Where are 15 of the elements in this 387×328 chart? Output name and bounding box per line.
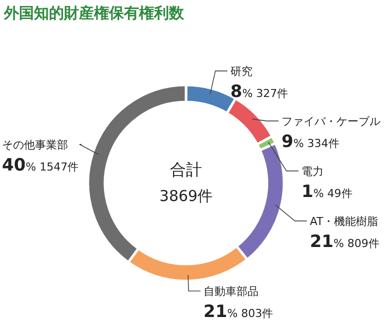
data-label: 21% 803件 [204, 302, 274, 322]
data-label: 9% 334件 [282, 132, 340, 152]
slice-label: その他事業部 [2, 138, 68, 152]
data-label: 21% 809件 [310, 232, 380, 252]
slice-label: 自動車部品 [204, 284, 259, 298]
slice-label: AT・機能樹脂 [310, 214, 378, 228]
slice-label: ファイバ・ケーブル [282, 114, 381, 128]
data-label: 40% 1547件 [2, 155, 79, 176]
data-label: 1% 49件 [301, 182, 352, 202]
text: 3869件 [159, 187, 213, 205]
data-label: 8% 327件 [230, 82, 288, 102]
chart-title: 外国知的財産権保有権利数 [3, 4, 185, 22]
text: 合計 [170, 160, 202, 179]
slice-label: 電力 [301, 164, 324, 178]
slice-label: 研究 [230, 64, 252, 78]
